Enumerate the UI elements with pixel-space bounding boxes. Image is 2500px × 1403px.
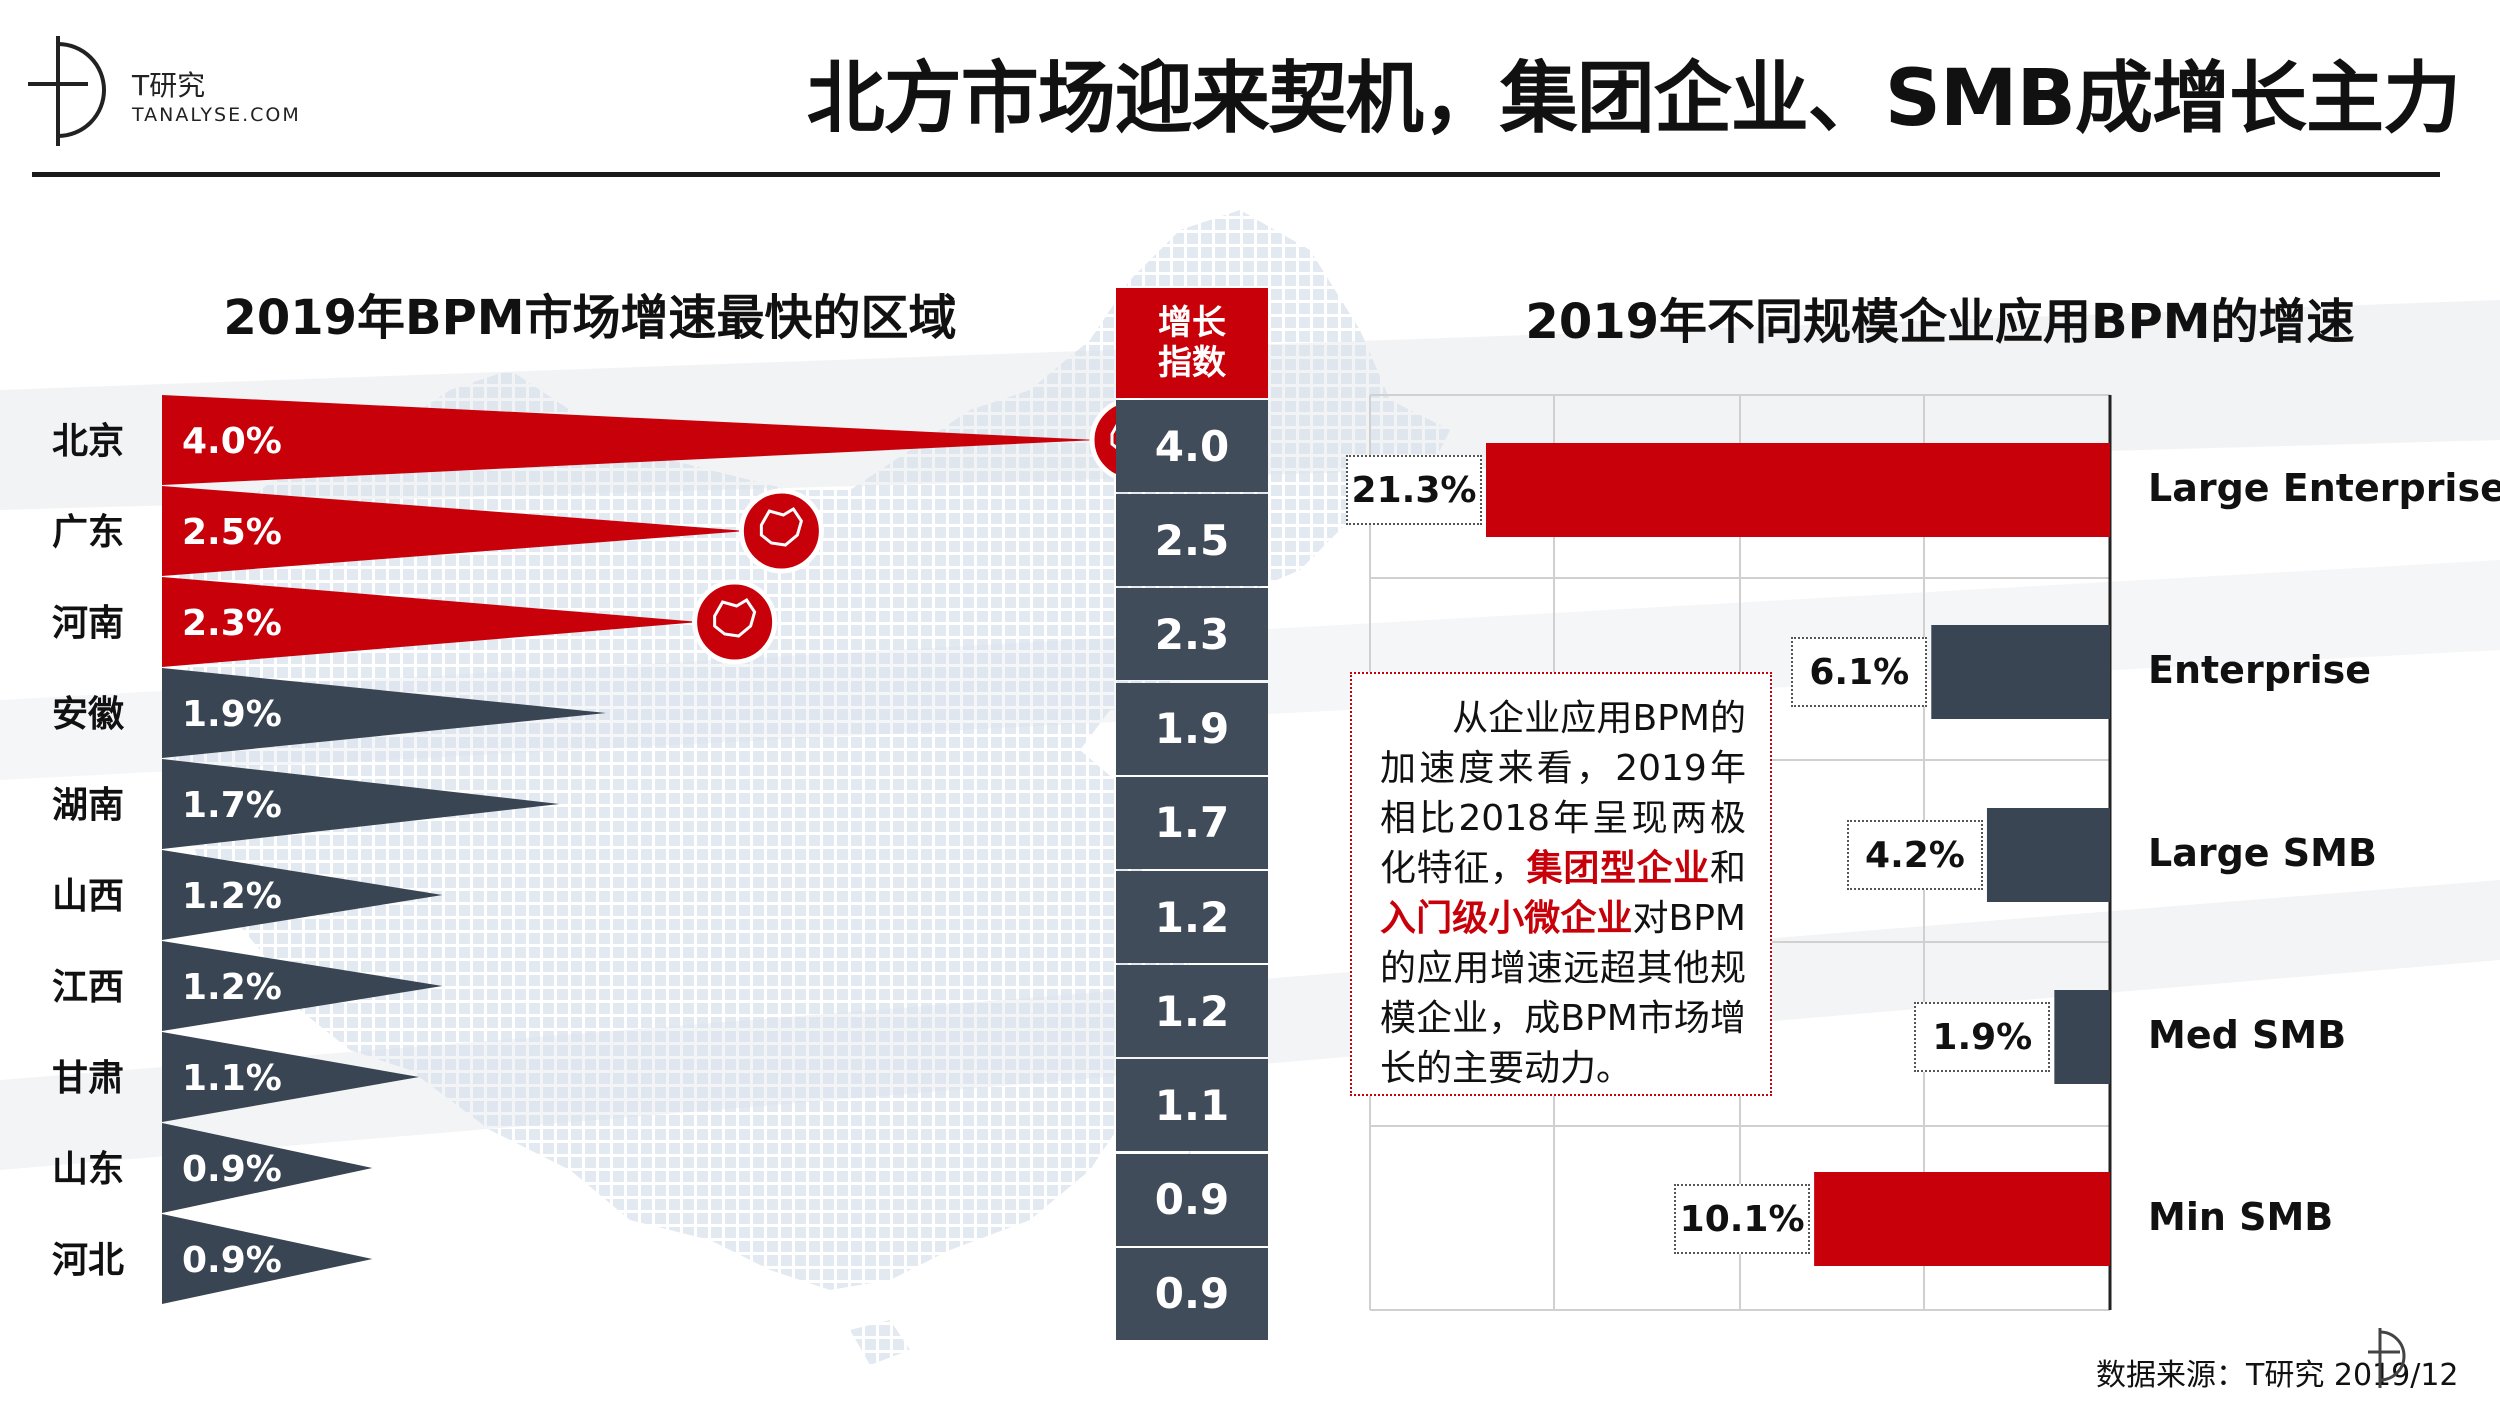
brand-logo: T研究 TANALYSE.COM bbox=[28, 36, 308, 146]
enterprise-value-0: 21.3% bbox=[1346, 455, 1482, 525]
enterprise-value-3: 1.9% bbox=[1914, 1002, 2051, 1072]
enterprise-bar-1 bbox=[1931, 625, 2110, 719]
region-bar-1 bbox=[162, 486, 747, 576]
growth-index-cell-1: 2.5 bbox=[1116, 494, 1268, 587]
left-chart-title: 2019年BPM市场增速最快的区域 bbox=[223, 290, 957, 346]
callout-text-4: 对BPM的应用增速远超其他规模企业，成BPM市场增长的主要动力。 bbox=[1380, 898, 1746, 1089]
growth-index-cell-2: 2.3 bbox=[1116, 588, 1268, 681]
region-value-4: 1.7% bbox=[182, 785, 282, 826]
callout-text-1: 集团型企业 bbox=[1526, 848, 1710, 889]
logo-url: TANALYSE.COM bbox=[132, 104, 301, 126]
source-note: 数据来源：T研究 2019/12 bbox=[2096, 1358, 2459, 1393]
region-label-4: 湖南 bbox=[52, 785, 124, 826]
region-value-1: 2.5% bbox=[182, 512, 282, 553]
province-marker-1 bbox=[738, 488, 824, 574]
region-label-8: 山东 bbox=[52, 1149, 124, 1190]
enterprise-bar-2 bbox=[1986, 808, 2110, 902]
growth-index-cell-4: 1.7 bbox=[1116, 776, 1268, 869]
region-label-3: 安徽 bbox=[52, 694, 125, 735]
region-bar-6 bbox=[162, 941, 443, 1031]
region-value-5: 1.2% bbox=[182, 876, 282, 917]
region-label-9: 河北 bbox=[52, 1240, 124, 1281]
region-bar-2 bbox=[162, 577, 700, 667]
region-label-7: 甘肃 bbox=[52, 1058, 124, 1099]
region-value-6: 1.2% bbox=[182, 967, 282, 1008]
logo-name: T研究 bbox=[132, 69, 206, 102]
region-value-0: 4.0% bbox=[182, 421, 282, 462]
title-divider bbox=[32, 172, 2440, 177]
enterprise-label-4: Min SMB bbox=[2148, 1195, 2334, 1239]
region-value-9: 0.9% bbox=[182, 1240, 282, 1281]
growth-index-cell-5: 1.2 bbox=[1116, 871, 1268, 963]
index-header-line1: 增长 bbox=[1158, 303, 1226, 343]
region-value-7: 1.1% bbox=[182, 1058, 282, 1099]
growth-index-cell-7: 1.1 bbox=[1116, 1059, 1268, 1152]
region-value-8: 0.9% bbox=[182, 1149, 282, 1190]
growth-index-cell-8: 0.9 bbox=[1116, 1153, 1268, 1246]
enterprise-value-4: 10.1% bbox=[1674, 1184, 1811, 1254]
region-label-1: 广东 bbox=[52, 512, 124, 553]
growth-index-header: 增长 指数 bbox=[1116, 288, 1268, 398]
region-bar-5 bbox=[162, 850, 443, 940]
index-header-line2: 指数 bbox=[1158, 343, 1226, 383]
enterprise-bar-0 bbox=[1486, 443, 2110, 537]
page-title: 北方市场迎来契机，集团企业、SMB成增长主力 bbox=[806, 54, 2461, 144]
region-label-0: 北京 bbox=[52, 420, 124, 462]
enterprise-label-2: Large SMB bbox=[2148, 831, 2377, 875]
growth-index-cell-6: 1.2 bbox=[1116, 965, 1268, 1058]
region-label-5: 山西 bbox=[52, 876, 124, 917]
region-value-3: 1.9% bbox=[182, 694, 282, 735]
enterprise-label-1: Enterprise bbox=[2148, 648, 2372, 692]
region-bar-8 bbox=[162, 1123, 373, 1213]
growth-index-cell-3: 1.9 bbox=[1116, 682, 1268, 775]
region-bar-4 bbox=[162, 759, 560, 849]
region-bar-7 bbox=[162, 1032, 420, 1122]
province-marker-2 bbox=[692, 579, 778, 665]
region-bar-0 bbox=[162, 395, 1097, 485]
logo-mark-icon bbox=[28, 36, 106, 146]
enterprise-label-0: Large Enterprise bbox=[2148, 466, 2500, 510]
province-outline-icon-1 bbox=[759, 506, 804, 547]
enterprise-value-1: 6.1% bbox=[1791, 637, 1928, 707]
callout-text-3: 入门级小微企业 bbox=[1380, 898, 1633, 939]
enterprise-value-2: 4.2% bbox=[1846, 820, 1983, 890]
growth-index-cell-0: 4.0 bbox=[1116, 400, 1268, 492]
region-label-6: 江西 bbox=[52, 967, 124, 1008]
callout-text-0: 从企业应用BPM的加速度来看，2019年相比2018年呈现两极化特征， bbox=[1380, 698, 1746, 889]
region-bar-9 bbox=[162, 1214, 373, 1304]
corner-logo-icon bbox=[2368, 1328, 2406, 1388]
enterprise-bar-3 bbox=[2054, 990, 2110, 1084]
growth-index-cell-9: 0.9 bbox=[1116, 1247, 1268, 1340]
callout-text-2: 和 bbox=[1709, 848, 1746, 889]
right-chart-title: 2019年不同规模企业应用BPM的增速 bbox=[1525, 294, 2355, 350]
region-bar-3 bbox=[162, 668, 607, 758]
insight-callout: 从企业应用BPM的加速度来看，2019年相比2018年呈现两极化特征，集团型企业… bbox=[1350, 672, 1772, 1096]
enterprise-bar-4 bbox=[1814, 1172, 2110, 1266]
region-value-2: 2.3% bbox=[182, 603, 282, 644]
enterprise-label-3: Med SMB bbox=[2148, 1013, 2347, 1057]
growth-index-column: 增长 指数 4.0 2.5 2.3 1.9 1.7 1.2 1.2 1.1 0.9 0.9 bbox=[1116, 288, 1268, 1340]
province-outline-icon-2 bbox=[713, 597, 757, 638]
region-label-2: 河南 bbox=[52, 603, 124, 644]
